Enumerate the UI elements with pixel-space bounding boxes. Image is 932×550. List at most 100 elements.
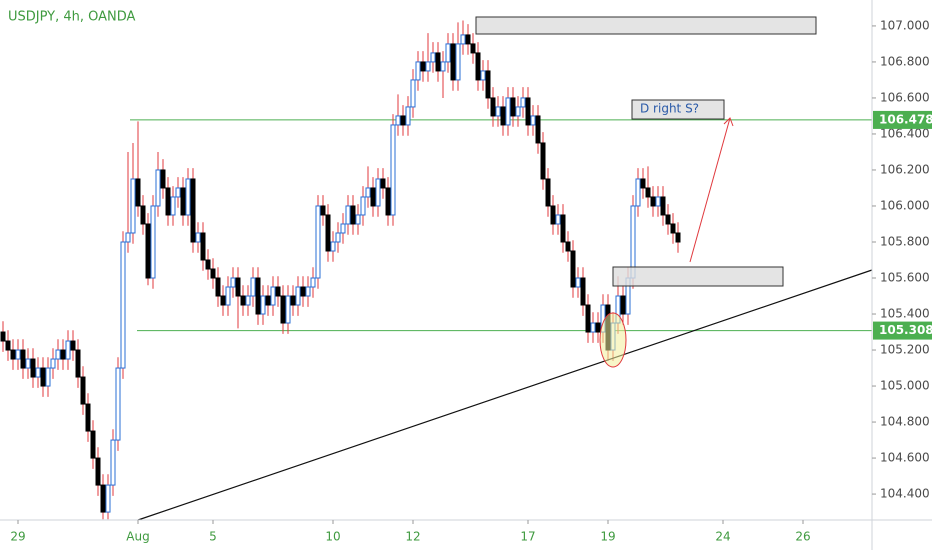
x-tick-label: 24: [715, 530, 730, 544]
candle-body: [655, 196, 661, 207]
candle-body: [420, 61, 426, 72]
candle-body: [665, 214, 671, 225]
y-tick-label: 106.200: [880, 162, 930, 176]
arrow-head: [723, 117, 734, 127]
candle-body: [525, 97, 531, 126]
candle-body: [550, 205, 556, 225]
x-tick-label: 29: [10, 530, 25, 544]
candle-body: [320, 205, 326, 216]
candle-body: [40, 367, 46, 387]
plot-area: [0, 20, 872, 520]
candle-body: [645, 187, 651, 198]
candle-body: [560, 214, 566, 243]
candle-body: [495, 106, 501, 117]
candle-body: [225, 286, 231, 306]
candle-body: [170, 196, 176, 216]
candle-body: [75, 349, 81, 378]
candle-body: [15, 349, 21, 360]
candle-body: [430, 52, 436, 63]
candle-body: [485, 70, 491, 99]
candle-body: [125, 232, 131, 243]
candle-body: [265, 295, 271, 306]
candle-body: [230, 277, 236, 288]
candle-body: [315, 205, 321, 279]
level-tag: [873, 110, 932, 129]
candle-body: [385, 187, 391, 216]
x-tick-label: 17: [520, 530, 535, 544]
candle-body: [465, 34, 471, 45]
y-tick-label: 105.600: [880, 271, 930, 285]
annotation: D right S?: [640, 102, 699, 116]
y-tick-label: 106.800: [880, 54, 930, 68]
candle-body: [340, 223, 346, 234]
y-tick-label: 106.600: [880, 90, 930, 104]
candle-body: [480, 70, 486, 81]
y-tick-label: 104.600: [880, 451, 930, 465]
zone-box: [475, 16, 817, 35]
x-tick-label: 19: [600, 530, 615, 544]
candle-body: [155, 169, 161, 207]
candle-body: [100, 484, 106, 513]
candle-body: [575, 277, 581, 288]
candle-body: [90, 430, 96, 459]
candle-body: [510, 97, 516, 117]
candle-body: [240, 295, 246, 306]
x-tick-label: Aug: [126, 530, 149, 544]
candle-body: [330, 241, 336, 252]
candle-body: [350, 205, 356, 225]
candle-body: [95, 457, 101, 486]
candle-body: [410, 79, 416, 108]
x-tick-label: 5: [209, 530, 217, 544]
candle-body: [215, 277, 221, 297]
candle-body: [0, 331, 6, 342]
candle-body: [555, 214, 561, 225]
candle-body: [50, 358, 56, 369]
x-tick-label: 26: [795, 530, 810, 544]
level-label: 106.478: [879, 112, 932, 126]
candle-body: [80, 376, 86, 405]
candle-body: [620, 295, 626, 315]
candle-body: [220, 295, 226, 306]
candle-body: [295, 286, 301, 306]
candle-body: [20, 349, 26, 369]
candle-body: [300, 286, 306, 297]
candle-body: [660, 196, 666, 216]
candle-body: [105, 484, 111, 513]
candle-body: [200, 232, 206, 261]
y-tick-label: 106.400: [880, 126, 930, 140]
candle-body: [30, 358, 36, 378]
candle-body: [110, 439, 116, 486]
x-tick-label: 12: [405, 530, 420, 544]
candle-body: [65, 340, 71, 360]
zone-box: [612, 266, 784, 287]
candle-body: [425, 61, 431, 72]
candle-body: [395, 115, 401, 126]
candle-body: [520, 97, 526, 108]
candle-body: [355, 214, 361, 225]
candle-body: [365, 187, 371, 198]
candle-body: [595, 322, 601, 333]
candle-body: [150, 205, 156, 279]
candle-body: [165, 187, 171, 216]
candle-body: [370, 187, 376, 207]
candle-body: [500, 106, 506, 126]
candle-body: [85, 403, 91, 432]
candle-body: [415, 61, 421, 81]
candle-body: [120, 241, 126, 369]
candle-body: [210, 268, 216, 279]
y-tick-label: 107.000: [880, 18, 930, 32]
candle-body: [130, 178, 136, 234]
candle-body: [250, 277, 256, 297]
annotation-box: [631, 99, 725, 120]
candle-body: [195, 232, 201, 243]
candle-body: [235, 277, 241, 297]
candle-body: [135, 178, 141, 207]
candle-body: [400, 115, 406, 126]
candle-body: [280, 295, 286, 324]
candle-body: [565, 241, 571, 252]
candle-body: [530, 115, 536, 126]
candle-body: [305, 286, 311, 297]
candle-body: [470, 43, 476, 54]
y-tick-label: 105.000: [880, 379, 930, 393]
